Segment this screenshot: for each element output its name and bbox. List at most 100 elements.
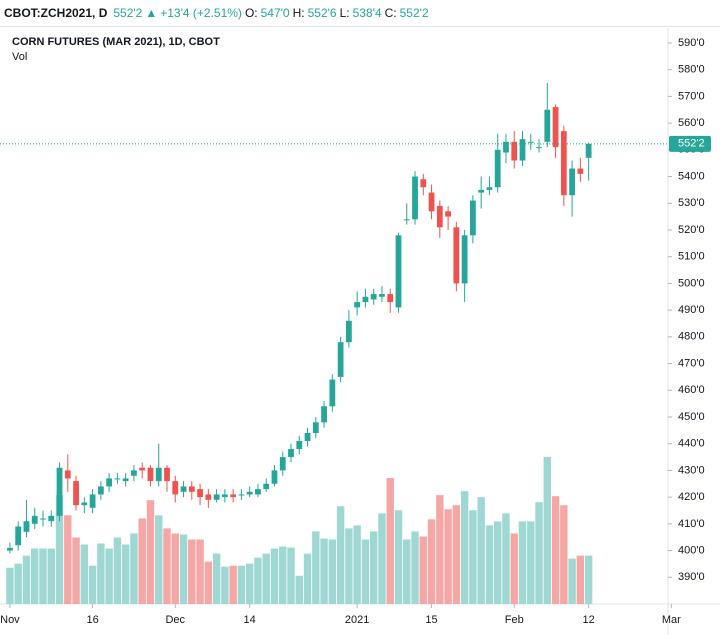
y-tick-label: 590'0: [678, 37, 705, 49]
candle-body: [89, 494, 96, 508]
volume-bar: [196, 539, 204, 604]
last-price-tag: [669, 135, 711, 152]
volume-bar: [576, 555, 585, 604]
y-tick-label: 560'0: [678, 117, 705, 129]
y-tick-label: 440'0: [678, 438, 705, 450]
candle-body: [197, 489, 203, 498]
candle-body: [536, 147, 542, 149]
candle-body: [73, 481, 79, 506]
y-tick-label: 530'0: [678, 197, 705, 209]
candle-body: [312, 422, 319, 434]
o-label: O:: [244, 6, 258, 20]
x-tick-label: 16: [86, 614, 98, 626]
volume-bar: [543, 456, 552, 604]
volume-bar: [163, 528, 171, 604]
volume-bar: [237, 565, 246, 604]
y-tick-label: 460'0: [678, 384, 705, 396]
candle-body: [395, 235, 402, 308]
volume-bar: [527, 521, 535, 604]
candle-body: [139, 467, 146, 471]
volume-bar: [105, 548, 113, 604]
candle-body: [255, 489, 261, 495]
y-tick-label: 470'0: [678, 357, 705, 369]
candle-body: [31, 515, 38, 524]
volume-bar: [179, 534, 188, 604]
candle-body: [7, 547, 13, 551]
candle-body: [23, 521, 30, 532]
candle-body: [412, 176, 418, 220]
candle-body: [131, 470, 137, 476]
chart-title: CORN FUTURES (MAR 2021), 1D, CBOT: [12, 36, 220, 48]
candle-body: [511, 141, 518, 161]
y-tick-label: 420'0: [678, 491, 705, 503]
volume-bar: [502, 513, 510, 604]
candle-body: [345, 320, 352, 343]
volume-bar: [245, 563, 254, 604]
volume-bar: [47, 548, 55, 604]
arrow: ▲: [145, 6, 158, 20]
candle-body: [106, 478, 113, 487]
y-tick-label: 410'0: [678, 518, 705, 530]
candle-body: [221, 494, 228, 498]
volume-bar: [72, 537, 80, 604]
y-tick-label: 390'0: [678, 571, 705, 583]
candle-body: [486, 187, 493, 190]
volume-bar: [510, 533, 518, 604]
volume-bar: [97, 543, 105, 604]
candle-body: [379, 294, 385, 297]
volume-bar: [336, 506, 345, 604]
candle-body: [188, 486, 195, 492]
volume-bar: [121, 544, 130, 604]
volume-bar: [130, 533, 138, 604]
volume-bar: [551, 496, 560, 604]
candle-body: [147, 467, 154, 482]
volume-bar: [204, 561, 213, 604]
candle-body: [40, 518, 46, 520]
volume-bar: [138, 518, 146, 604]
volume-bar: [221, 566, 229, 604]
candle-body: [453, 227, 460, 284]
candle-body: [585, 143, 592, 158]
candle-body: [362, 296, 369, 303]
candle-body: [428, 192, 435, 212]
x-tick-label: 2021: [345, 614, 369, 626]
y-tick-label: 510'0: [678, 251, 705, 263]
volume-bar: [378, 513, 386, 604]
volume-bar: [262, 553, 270, 604]
candle-body: [122, 478, 129, 482]
y-tick-label: 540'0: [678, 170, 705, 182]
volume-bar: [279, 546, 287, 604]
h-label: H:: [292, 6, 305, 20]
l-label: L:: [339, 6, 350, 20]
volume-bar: [469, 510, 477, 604]
volume-bar: [460, 491, 469, 604]
volume-bar: [394, 510, 403, 604]
volume-bar: [212, 553, 221, 604]
volume-bar: [353, 525, 361, 604]
candle-body: [403, 219, 410, 221]
candle-body: [387, 294, 394, 303]
volume-bar: [287, 547, 295, 604]
x-tick-label: 15: [425, 614, 437, 626]
volume-bar: [535, 502, 543, 604]
candle-body: [114, 478, 121, 480]
candle-body: [560, 131, 567, 196]
volume-bar: [39, 548, 47, 604]
volume-bar: [328, 539, 337, 604]
candle-body: [519, 139, 526, 161]
y-tick-label: 450'0: [678, 411, 705, 423]
candle-body: [503, 141, 509, 153]
x-tick-label: Mar: [662, 614, 681, 626]
volume-label: Vol: [12, 51, 27, 63]
x-tick-label: Dec: [165, 614, 185, 626]
candle-body: [81, 502, 88, 506]
change: +13'4 (+2.51%): [160, 6, 242, 20]
x-tick-label: 12: [583, 614, 595, 626]
candle-body: [552, 107, 559, 148]
candle-body: [205, 494, 212, 500]
candle-body: [461, 235, 468, 284]
volume-bar: [485, 525, 494, 604]
volume-bar: [31, 548, 39, 604]
candle-body: [230, 494, 237, 498]
